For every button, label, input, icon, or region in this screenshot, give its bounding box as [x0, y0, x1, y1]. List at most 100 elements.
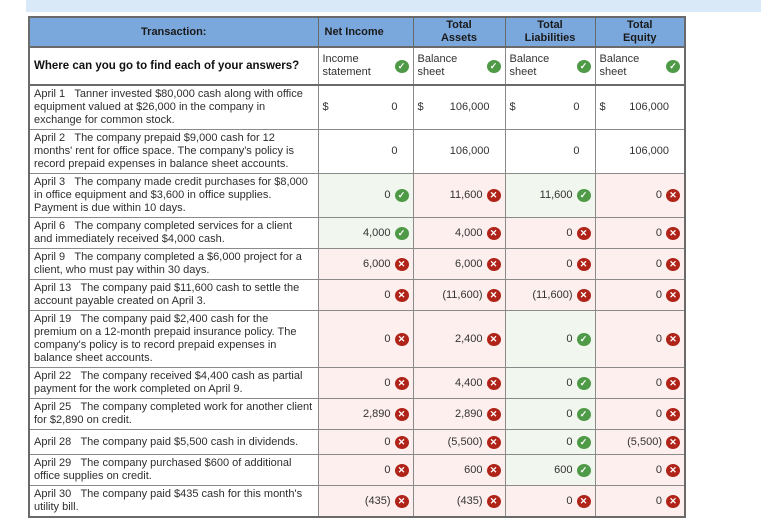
answer-cell[interactable]: 11,600 [412, 173, 506, 218]
incorrect-x-icon [394, 435, 409, 449]
incorrect-x-icon [394, 257, 409, 271]
answer-cell[interactable]: 6,000 [412, 248, 506, 280]
answer-cell[interactable]: 0 [594, 454, 686, 486]
correct-check-icon [394, 226, 409, 240]
answer-cell[interactable]: 0 [594, 310, 686, 368]
answer-cell[interactable]: $0 [317, 84, 414, 130]
answer-cell[interactable]: 106,000 [594, 129, 686, 174]
answer-value: (435) [456, 494, 483, 507]
answer-cell[interactable]: 0 [594, 248, 686, 280]
answer-cell[interactable]: 0 [317, 454, 414, 486]
answer-cell[interactable]: 2,890 [412, 398, 506, 430]
answer-cell[interactable]: 0 [594, 279, 686, 311]
answer-cell[interactable]: 0 [317, 279, 414, 311]
answer-cell[interactable]: 0 [504, 217, 596, 249]
incorrect-x-icon [394, 376, 409, 390]
answer-cell[interactable]: 11,600 [504, 173, 596, 218]
incorrect-x-icon [486, 257, 501, 271]
answer-cell[interactable]: 106,000 [412, 129, 506, 174]
answer-value: 4,400 [454, 376, 483, 389]
answer-cell[interactable]: (11,600) [412, 279, 506, 311]
answer-cell[interactable]: 0 [504, 429, 596, 455]
incorrect-x-icon [666, 435, 680, 449]
transaction-description: April 13 The company paid $11,600 cash t… [28, 279, 319, 311]
answer-cell[interactable]: 0 [594, 367, 686, 399]
answer-cell[interactable]: (435) [317, 485, 414, 518]
answer-cell[interactable]: 0 [317, 310, 414, 368]
dollar-sign: $ [322, 101, 329, 113]
answer-cell[interactable]: 0 [594, 173, 686, 218]
col-header-total-liabilities: Total Liabilities [504, 16, 596, 48]
source-answer-cell[interactable]: Balance sheet [504, 46, 596, 86]
incorrect-x-icon [666, 407, 680, 421]
answer-value: 0 [384, 376, 391, 389]
answer-cell[interactable]: 2,400 [412, 310, 506, 368]
answer-cell[interactable]: 0 [317, 129, 414, 174]
answer-value: (11,600) [532, 288, 573, 301]
answer-cell[interactable]: 6,000 [317, 248, 414, 280]
source-answer-cell[interactable]: Balance sheet [594, 46, 686, 86]
answer-cell[interactable]: 4,400 [412, 367, 506, 399]
answer-value: 106,000 [629, 145, 669, 157]
answer-cell[interactable]: 0 [317, 173, 414, 218]
answer-value: 0 [384, 332, 391, 345]
table-row: April 28 The company paid $5,500 cash in… [28, 429, 686, 455]
answer-value: 0 [655, 288, 662, 301]
answer-cell[interactable]: 0 [504, 129, 596, 174]
correct-check-icon [576, 407, 591, 421]
answer-cell[interactable]: 0 [504, 485, 596, 518]
answer-cell[interactable]: (435) [412, 485, 506, 518]
header-row: Transaction: Net Income Total Assets Tot… [28, 16, 686, 48]
answer-value: 0 [384, 463, 391, 476]
answer-cell[interactable]: (5,500) [594, 429, 686, 455]
answer-value: 0 [573, 101, 580, 113]
answer-cell[interactable]: 0 [504, 398, 596, 430]
answer-cell[interactable]: 600 [504, 454, 596, 486]
answer-cell[interactable]: 4,000 [317, 217, 414, 249]
answer-cell[interactable]: 0 [594, 217, 686, 249]
answer-value: 0 [655, 257, 662, 270]
source-answer-cell[interactable]: Balance sheet [412, 46, 506, 86]
answer-cell[interactable]: 0 [504, 367, 596, 399]
answer-cell[interactable]: 0 [594, 398, 686, 430]
answer-value: 0 [655, 463, 662, 476]
answer-cell[interactable]: 600 [412, 454, 506, 486]
col-header-total-assets: Total Assets [412, 16, 506, 48]
answer-value: 0 [655, 226, 662, 239]
transaction-description: April 2 The company prepaid $9,000 cash … [28, 129, 319, 174]
answer-cell[interactable]: 0 [504, 248, 596, 280]
table-row: April 3 The company made credit purchase… [28, 173, 686, 218]
answer-cell[interactable]: 0 [317, 367, 414, 399]
transaction-description: April 25 The company completed work for … [28, 398, 319, 430]
answer-cell[interactable]: 0 [317, 429, 414, 455]
answer-cell[interactable]: 0 [594, 485, 686, 518]
answer-cell[interactable]: (11,600) [504, 279, 596, 311]
answer-value: 600 [464, 463, 483, 476]
answer-cell[interactable]: 0 [504, 310, 596, 368]
table-row: April 22 The company received $4,400 cas… [28, 367, 686, 399]
incorrect-x-icon [666, 189, 680, 202]
answer-cell[interactable]: $0 [504, 84, 596, 130]
answer-cell[interactable]: $106,000 [412, 84, 506, 130]
source-answer-text: Balance sheet [417, 53, 458, 78]
transaction-description: April 28 The company paid $5,500 cash in… [28, 429, 319, 455]
answer-cell[interactable]: 4,000 [412, 217, 506, 249]
source-answer-text: Balance sheet [509, 53, 550, 78]
answer-cell[interactable]: $106,000 [594, 84, 686, 130]
answer-value: 0 [566, 435, 573, 448]
answer-value: 0 [566, 494, 573, 507]
incorrect-x-icon [666, 226, 680, 240]
correct-check-icon [576, 189, 591, 202]
source-answer-cell[interactable]: Income statement [317, 46, 414, 86]
incorrect-x-icon [576, 494, 591, 508]
incorrect-x-icon [576, 226, 591, 240]
transaction-description: April 6 The company completed services f… [28, 217, 319, 249]
answer-value: 600 [554, 463, 573, 476]
incorrect-x-icon [666, 257, 680, 271]
answer-cell[interactable]: 2,890 [317, 398, 414, 430]
table-row: April 9 The company completed a $6,000 p… [28, 248, 686, 280]
answer-cell[interactable]: (5,500) [412, 429, 506, 455]
transactions-grading-table: Transaction: Net Income Total Assets Tot… [28, 16, 686, 518]
incorrect-x-icon [486, 226, 501, 240]
correct-check-icon [394, 189, 409, 202]
